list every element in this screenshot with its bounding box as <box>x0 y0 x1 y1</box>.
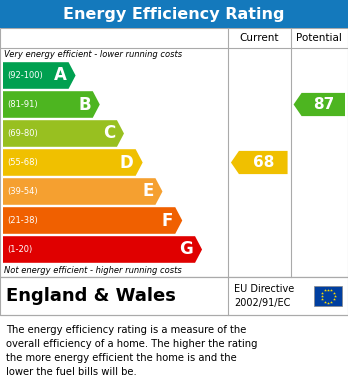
Text: Potential: Potential <box>296 33 342 43</box>
Polygon shape <box>3 178 163 205</box>
Polygon shape <box>231 151 287 174</box>
Text: E: E <box>142 183 153 201</box>
Text: Very energy efficient - lower running costs: Very energy efficient - lower running co… <box>4 50 182 59</box>
Text: The energy efficiency rating is a measure of the
overall efficiency of a home. T: The energy efficiency rating is a measur… <box>6 325 258 377</box>
Text: Not energy efficient - higher running costs: Not energy efficient - higher running co… <box>4 266 182 275</box>
Text: 87: 87 <box>313 97 334 112</box>
Text: England & Wales: England & Wales <box>6 287 176 305</box>
Text: B: B <box>78 95 91 113</box>
Bar <box>0 28 348 277</box>
Text: G: G <box>179 240 193 258</box>
Text: EU Directive
2002/91/EC: EU Directive 2002/91/EC <box>234 284 294 308</box>
Polygon shape <box>3 236 202 263</box>
Text: (1-20): (1-20) <box>7 245 32 254</box>
Polygon shape <box>294 93 345 116</box>
Text: (21-38): (21-38) <box>7 216 38 225</box>
Text: C: C <box>103 124 115 142</box>
Text: F: F <box>162 212 173 230</box>
Polygon shape <box>3 120 124 147</box>
Text: Current: Current <box>239 33 279 43</box>
Text: Energy Efficiency Rating: Energy Efficiency Rating <box>63 7 285 22</box>
Text: (39-54): (39-54) <box>7 187 38 196</box>
Text: A: A <box>54 66 66 84</box>
Polygon shape <box>3 207 182 234</box>
Bar <box>0 277 348 315</box>
Polygon shape <box>3 149 143 176</box>
Text: (69-80): (69-80) <box>7 129 38 138</box>
Text: (92-100): (92-100) <box>7 71 43 80</box>
Polygon shape <box>3 62 76 89</box>
Bar <box>314 286 342 306</box>
Text: (55-68): (55-68) <box>7 158 38 167</box>
Bar <box>0 0 348 28</box>
Text: D: D <box>120 154 134 172</box>
Polygon shape <box>3 91 100 118</box>
Text: 68: 68 <box>253 155 274 170</box>
Text: (81-91): (81-91) <box>7 100 38 109</box>
